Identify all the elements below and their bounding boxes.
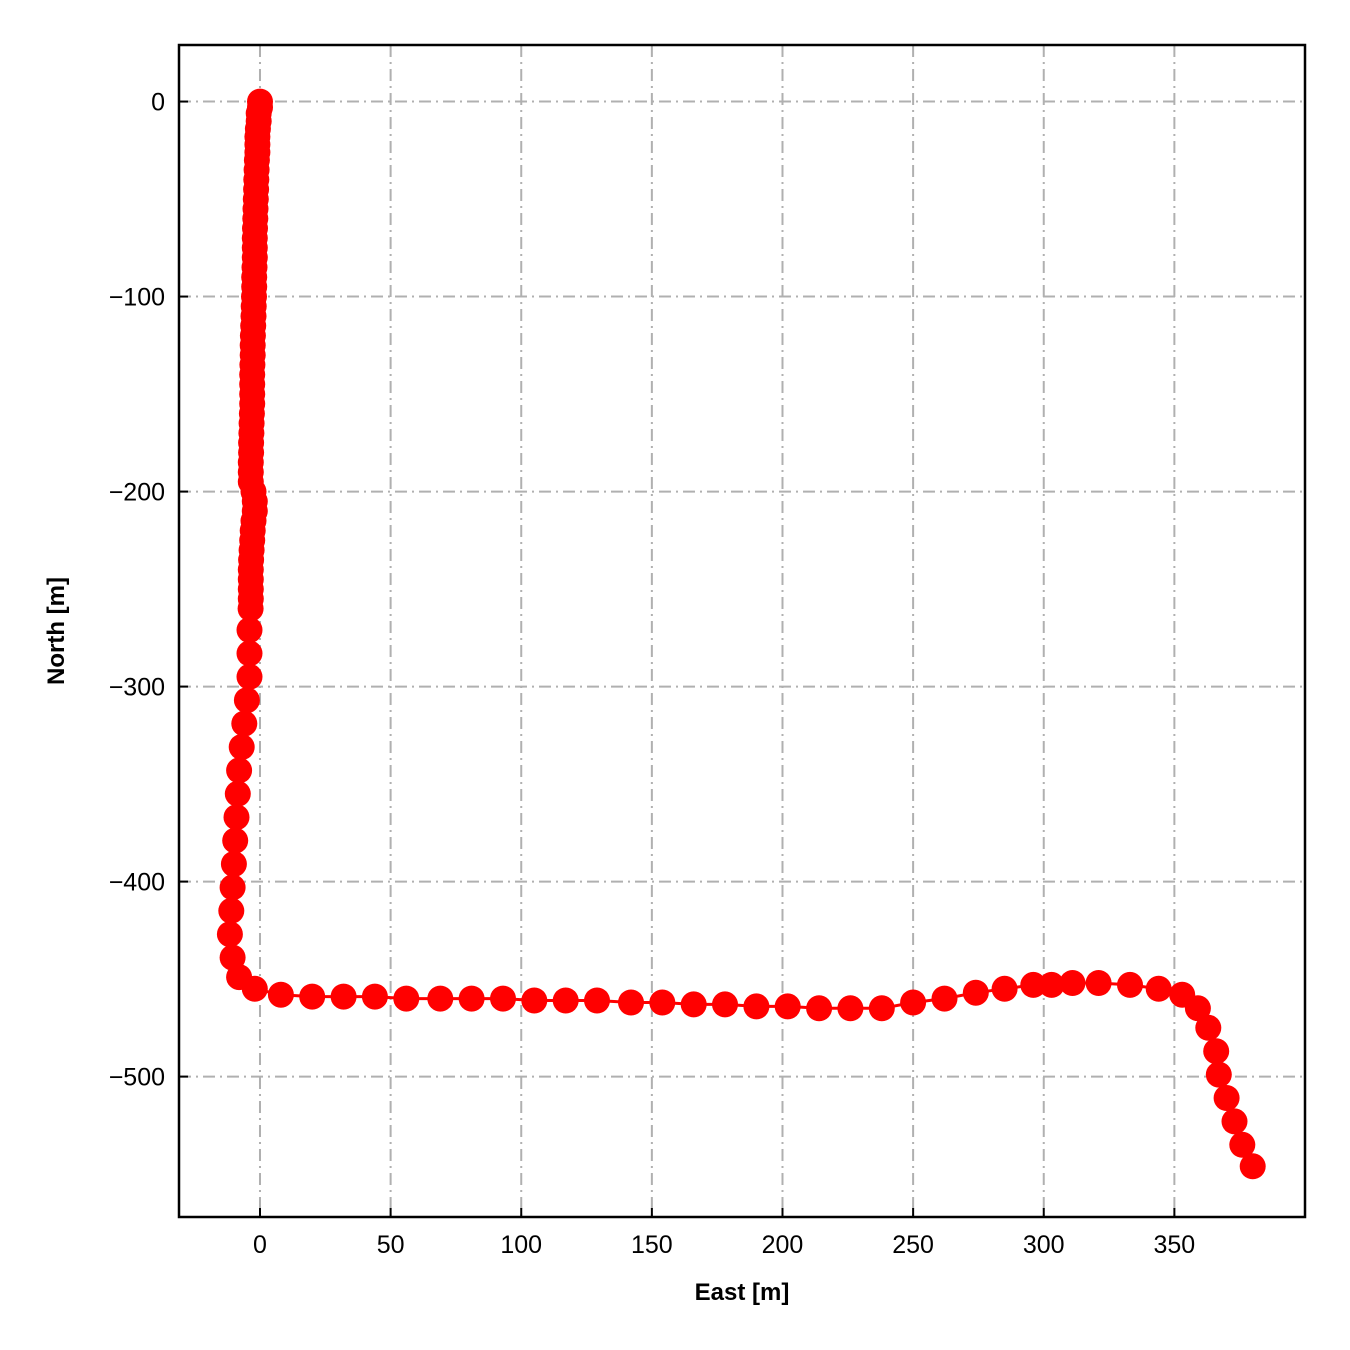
- data-point: [743, 993, 770, 1020]
- data-point: [361, 983, 388, 1010]
- data-point: [236, 617, 263, 643]
- data-point: [1059, 970, 1086, 996]
- data-point: [1038, 971, 1065, 998]
- data-point: [1205, 1061, 1232, 1088]
- data-point: [223, 804, 250, 831]
- data-point: [236, 640, 263, 667]
- y-tick-label: −500: [109, 1064, 165, 1092]
- data-point: [837, 995, 864, 1022]
- data-point: [267, 981, 294, 1008]
- plot-frame: [177, 43, 1307, 1219]
- data-point: [618, 989, 644, 1016]
- data-point: [220, 851, 247, 877]
- data-point: [1239, 1153, 1266, 1180]
- data-point: [218, 897, 245, 924]
- data-point: [490, 985, 516, 1012]
- trajectory-line: [228, 101, 1255, 1167]
- data-point: [1085, 970, 1112, 996]
- data-point: [299, 983, 326, 1010]
- data-point: [962, 979, 989, 1006]
- x-tick-label: 250: [892, 1231, 934, 1259]
- data-point: [931, 985, 958, 1012]
- y-axis-label: North [m]: [43, 577, 70, 685]
- data-point: [1145, 975, 1172, 1002]
- data-point: [1184, 995, 1211, 1022]
- x-axis-label: East [m]: [695, 1279, 790, 1306]
- x-tick-label: 0: [253, 1231, 267, 1259]
- data-point: [236, 663, 263, 690]
- data-point: [241, 975, 268, 1002]
- data-point: [584, 987, 610, 1014]
- data-point: [228, 734, 255, 760]
- ticks: 0 50 100 150 200 250 300 350 0 −100 −200 −300 −400 −5…: [109, 89, 1196, 1259]
- y-tick-label: −400: [109, 869, 165, 897]
- y-tick-label: −100: [109, 284, 165, 312]
- data-point: [237, 595, 264, 622]
- data-point: [1117, 971, 1143, 998]
- data-point: [1020, 971, 1047, 998]
- data-point: [521, 987, 548, 1014]
- y-tick-label: −300: [109, 674, 165, 702]
- data-point: [330, 983, 357, 1010]
- data-point: [1221, 1108, 1248, 1135]
- data-point: [231, 710, 258, 737]
- x-tick-label: 100: [500, 1231, 542, 1259]
- data-point: [680, 991, 707, 1018]
- data-point: [216, 921, 243, 948]
- x-tick-label: 150: [631, 1231, 673, 1259]
- data-point: [1213, 1085, 1240, 1111]
- data-point: [427, 985, 454, 1012]
- data-point: [552, 987, 579, 1014]
- data-point: [991, 975, 1018, 1002]
- x-tick-label: 300: [1023, 1231, 1065, 1259]
- y-tick-label: 0: [151, 89, 165, 117]
- series-layer: [216, 88, 1266, 1180]
- x-tick-label: 350: [1154, 1231, 1196, 1259]
- data-point: [806, 995, 833, 1022]
- x-tick-label: 200: [762, 1231, 804, 1259]
- data-point: [222, 827, 249, 854]
- data-point: [712, 991, 738, 1018]
- data-point: [900, 989, 927, 1016]
- data-point: [233, 687, 260, 714]
- data-point: [1195, 1014, 1222, 1041]
- y-tick-label: −200: [109, 479, 165, 507]
- data-point: [649, 989, 676, 1016]
- data-point: [393, 985, 420, 1012]
- data-point: [1229, 1131, 1256, 1158]
- data-point: [226, 757, 253, 784]
- data-point: [458, 985, 485, 1012]
- data-point: [868, 995, 895, 1022]
- data-point: [224, 780, 251, 807]
- x-tick-label: 50: [377, 1231, 405, 1259]
- data-point: [219, 874, 246, 901]
- grid: [179, 45, 1305, 1217]
- data-point: [774, 993, 801, 1020]
- data-point: [1203, 1038, 1230, 1065]
